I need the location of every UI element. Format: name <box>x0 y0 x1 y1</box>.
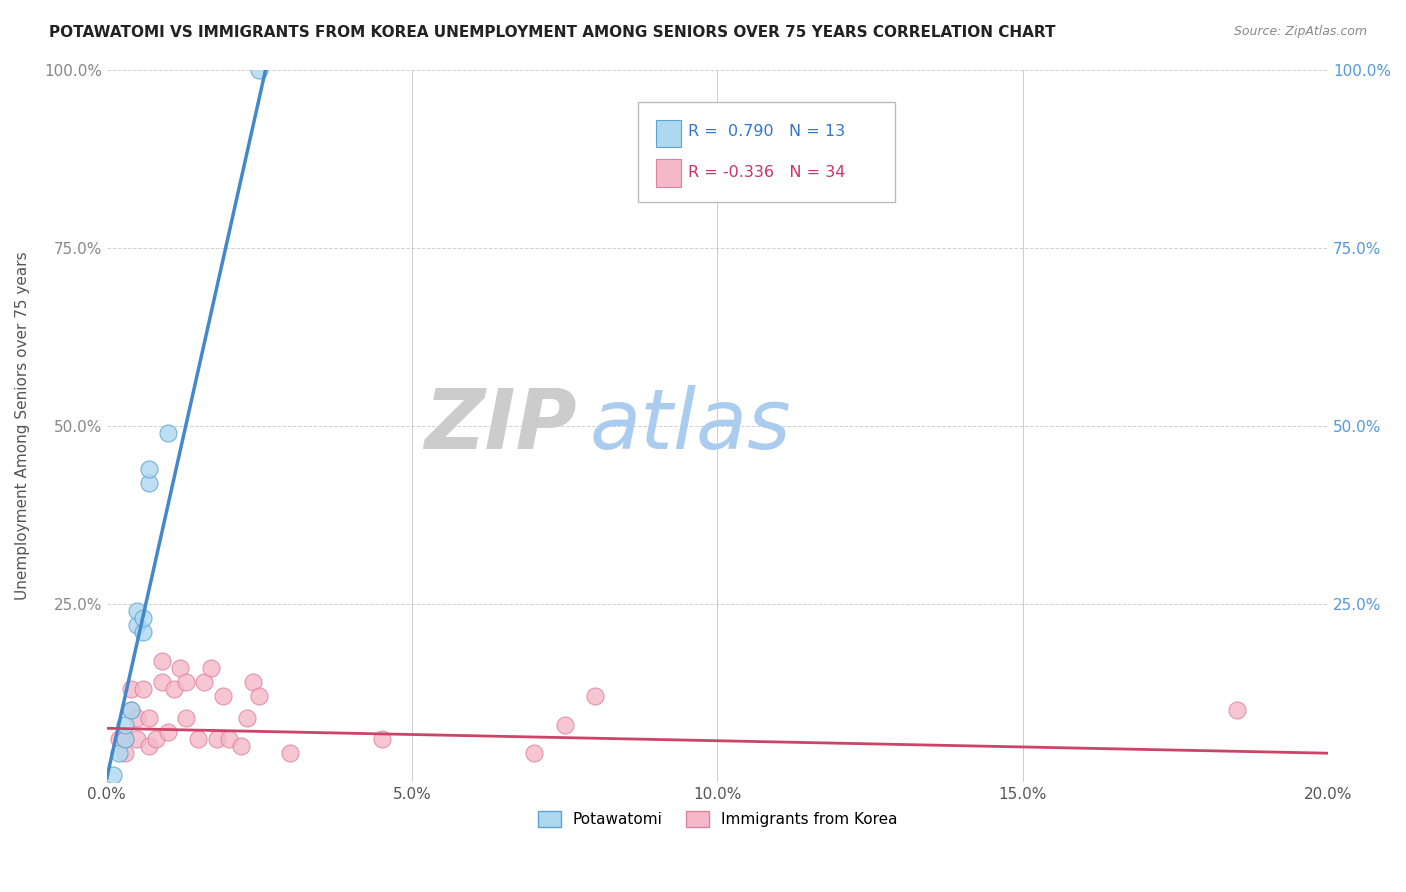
Point <box>150 675 173 690</box>
Point <box>156 425 179 440</box>
Point <box>218 731 240 746</box>
Point <box>229 739 252 753</box>
FancyBboxPatch shape <box>638 102 894 202</box>
Point <box>138 710 160 724</box>
Point <box>120 682 142 697</box>
Point <box>138 461 160 475</box>
Text: ZIP: ZIP <box>425 385 576 467</box>
Point <box>132 611 155 625</box>
Point <box>114 717 136 731</box>
Point <box>114 731 136 746</box>
Point <box>523 746 546 760</box>
Point <box>249 690 271 704</box>
Point <box>127 618 149 632</box>
Point <box>236 710 259 724</box>
Text: R = -0.336   N = 34: R = -0.336 N = 34 <box>688 165 845 180</box>
Point <box>205 731 228 746</box>
Point <box>145 731 167 746</box>
Point <box>114 731 136 746</box>
Point <box>138 739 160 753</box>
Point <box>174 710 197 724</box>
Point <box>583 690 606 704</box>
Bar <box>657 160 681 187</box>
Point <box>278 746 301 760</box>
Legend: Potawatomi, Immigrants from Korea: Potawatomi, Immigrants from Korea <box>530 803 905 835</box>
Point <box>163 682 186 697</box>
Point <box>127 731 149 746</box>
Point <box>370 731 392 746</box>
Point <box>1225 704 1247 718</box>
Point <box>101 767 124 781</box>
Point <box>138 475 160 490</box>
Point <box>249 63 271 78</box>
Point <box>108 746 131 760</box>
Point <box>132 625 155 640</box>
Point <box>120 704 142 718</box>
Point <box>200 661 222 675</box>
Point <box>120 704 142 718</box>
Y-axis label: Unemployment Among Seniors over 75 years: Unemployment Among Seniors over 75 years <box>15 252 30 600</box>
Point <box>127 604 149 618</box>
Point <box>127 710 149 724</box>
Text: Source: ZipAtlas.com: Source: ZipAtlas.com <box>1233 25 1367 38</box>
Point <box>211 690 233 704</box>
Point <box>554 717 576 731</box>
Point <box>132 682 155 697</box>
Point <box>187 731 209 746</box>
Text: POTAWATOMI VS IMMIGRANTS FROM KOREA UNEMPLOYMENT AMONG SENIORS OVER 75 YEARS COR: POTAWATOMI VS IMMIGRANTS FROM KOREA UNEM… <box>49 25 1056 40</box>
Point <box>114 746 136 760</box>
Point <box>193 675 215 690</box>
Point <box>150 654 173 668</box>
Bar <box>657 120 681 147</box>
Point <box>156 724 179 739</box>
Point <box>174 675 197 690</box>
Point <box>169 661 191 675</box>
Text: atlas: atlas <box>589 385 790 467</box>
Point <box>108 731 131 746</box>
Point <box>242 675 264 690</box>
Text: R =  0.790   N = 13: R = 0.790 N = 13 <box>688 124 845 139</box>
